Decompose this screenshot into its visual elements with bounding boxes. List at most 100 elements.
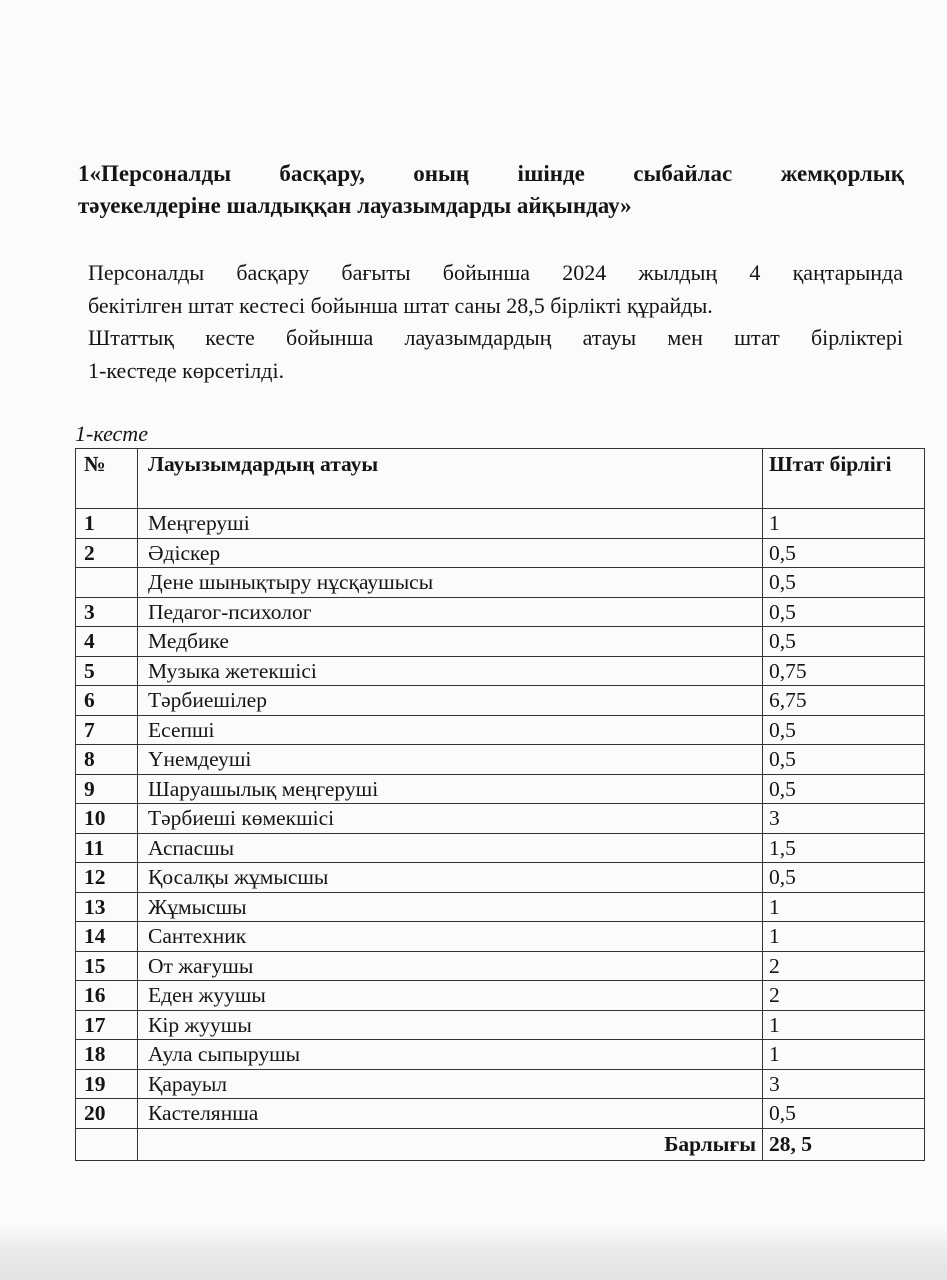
row-number: 6 [75,685,138,716]
table-row: 4 Медбике 0,5 [75,626,925,657]
row-units: 0,5 [762,567,925,598]
row-position: Қосалқы жұмысшы [137,862,763,893]
paragraph-line: 1-кестеде көрсетілді. [88,358,285,383]
row-position: Тәрбиешілер [137,685,763,716]
table-row: 10 Тәрбиеші көмекшісі 3 [75,803,925,834]
table-row: Дене шынықтыру нұсқаушысы 0,5 [75,567,925,598]
table-total-row: Барлығы 28, 5 [75,1127,925,1161]
row-position: Медбике [137,626,763,657]
table-row: 16 Еден жуушы 2 [75,980,925,1011]
table-caption: 1-кесте [75,421,148,446]
row-number: 18 [75,1039,138,1070]
row-units: 1 [762,1039,925,1070]
table-row: 15 От жағушы 2 [75,950,925,981]
row-position: Қарауыл [137,1068,763,1099]
table-row: 17 Кір жуушы 1 [75,1009,925,1040]
row-number: 16 [75,980,138,1011]
row-number: 13 [75,891,138,922]
table-row: 19 Қарауыл 3 [75,1068,925,1099]
row-number: 15 [75,950,138,981]
row-position: Шаруашылық меңгеруші [137,773,763,804]
row-units: 3 [762,1068,925,1099]
row-units: 0,5 [762,1098,925,1129]
row-units: 0,5 [762,862,925,893]
row-units: 1 [762,891,925,922]
table-row: 14 Сантехник 1 [75,921,925,952]
table-header-row: № Лауызымдардың атауы Штат бірлігі [75,448,925,509]
row-units: 0,5 [762,744,925,775]
row-number: 1 [75,508,138,539]
row-position: Сантехник [137,921,763,952]
row-units: 0,5 [762,714,925,745]
header-units: Штат бірлігі [762,448,925,509]
row-units: 0,5 [762,626,925,657]
page-bottom-shadow [0,1225,947,1280]
row-position: Есепші [137,714,763,745]
row-position: Педагог-психолог [137,596,763,627]
row-position: Тәрбиеші көмекшісі [137,803,763,834]
row-units: 3 [762,803,925,834]
row-units: 0,5 [762,596,925,627]
row-units: 1,5 [762,832,925,863]
total-value: 28, 5 [762,1127,925,1161]
row-position: Аспасшы [137,832,763,863]
paragraph-staff-count: Персоналды басқару бағыты бойынша 2024 ж… [88,256,903,322]
table-row: 13 Жұмысшы 1 [75,891,925,922]
heading-line-1: 1«Персоналды басқару, оның ішінде сыбайл… [78,161,904,186]
row-number: 17 [75,1009,138,1040]
row-number: 5 [75,655,138,686]
table-row: 11 Аспасшы 1,5 [75,832,925,863]
row-number: 8 [75,744,138,775]
row-position: Жұмысшы [137,891,763,922]
table-row: 18 Аула сыпырушы 1 [75,1039,925,1070]
table-row: 12 Қосалқы жұмысшы 0,5 [75,862,925,893]
row-units: 6,75 [762,685,925,716]
table-row: 20 Кастелянша 0,5 [75,1098,925,1129]
row-number: 14 [75,921,138,952]
row-units: 1 [762,508,925,539]
row-position: Музыка жетекшісі [137,655,763,686]
row-number [75,567,138,598]
table-row: 2 Әдіскер 0,5 [75,537,925,568]
table-row: 5 Музыка жетекшісі 0,75 [75,655,925,686]
paragraph-line: Персоналды басқару бағыты бойынша 2024 ж… [88,260,903,285]
total-label: Барлығы [137,1127,763,1161]
header-number: № [75,448,138,509]
section-heading: 1«Персоналды басқару, оның ішінде сыбайл… [78,158,904,222]
table-row: 7 Есепші 0,5 [75,714,925,745]
header-position: Лауызымдардың атауы [137,448,763,509]
row-position: Меңгеруші [137,508,763,539]
row-units: 0,5 [762,773,925,804]
paragraph-table-intro: Штаттық кесте бойынша лауазымдардың атау… [88,321,903,387]
row-position: От жағушы [137,950,763,981]
table-row: 8 Үнемдеуші 0,5 [75,744,925,775]
paragraph-line: Штаттық кесте бойынша лауазымдардың атау… [88,325,903,350]
row-number: 10 [75,803,138,834]
heading-line-2: тәуекелдеріне шалдыққан лауазымдарды айқ… [78,193,632,218]
total-empty-cell [75,1127,138,1161]
paragraph-line: бекітілген штат кестесі бойынша штат сан… [88,293,713,318]
row-number: 11 [75,832,138,863]
row-position: Кастелянша [137,1098,763,1129]
row-position: Еден жуушы [137,980,763,1011]
table-row: 3 Педагог-психолог 0,5 [75,596,925,627]
row-number: 19 [75,1068,138,1099]
row-position: Әдіскер [137,537,763,568]
row-units: 1 [762,921,925,952]
row-units: 2 [762,950,925,981]
row-units: 0,75 [762,655,925,686]
row-number: 20 [75,1098,138,1129]
row-number: 2 [75,537,138,568]
table-row: 1 Меңгеруші 1 [75,508,925,539]
row-number: 7 [75,714,138,745]
staff-table: № Лауызымдардың атауы Штат бірлігі 1 Меңг… [75,448,925,1161]
row-position: Кір жуушы [137,1009,763,1040]
table-row: 9 Шаруашылық меңгеруші 0,5 [75,773,925,804]
row-units: 1 [762,1009,925,1040]
table-row: 6 Тәрбиешілер 6,75 [75,685,925,716]
row-units: 2 [762,980,925,1011]
row-number: 3 [75,596,138,627]
row-number: 4 [75,626,138,657]
row-position: Үнемдеуші [137,744,763,775]
row-number: 12 [75,862,138,893]
